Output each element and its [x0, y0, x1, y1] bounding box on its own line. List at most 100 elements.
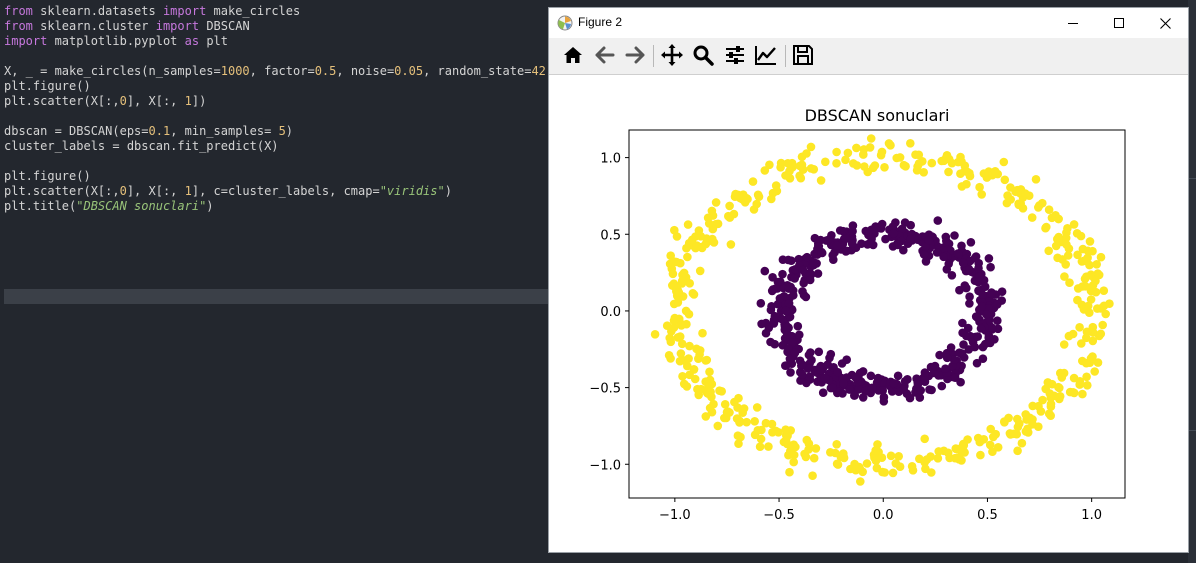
scatter-point	[1013, 422, 1023, 432]
code-line[interactable]: plt.figure()	[4, 79, 549, 94]
scatter-point	[976, 450, 985, 460]
scatter-point	[1017, 438, 1027, 448]
scatter-point	[1013, 446, 1022, 456]
code-token: import	[155, 19, 200, 33]
scatter-point	[696, 384, 706, 394]
code-line[interactable]: from sklearn.cluster import DBSCAN	[4, 19, 549, 34]
scatter-point	[1075, 380, 1084, 389]
minimize-button[interactable]	[1050, 8, 1096, 38]
scatter-point	[1091, 287, 1101, 297]
scatter-point	[958, 318, 967, 328]
scatter-point	[694, 354, 703, 364]
scatter-point	[905, 393, 915, 403]
scatter-point	[1053, 253, 1062, 263]
scatter-point	[845, 385, 854, 394]
scatter-point	[966, 238, 976, 247]
scatter-point	[972, 312, 982, 322]
code-line[interactable]: X, _ = make_circles(n_samples=1000, fact…	[4, 64, 549, 79]
scatter-point	[794, 254, 804, 264]
scatter-point	[833, 460, 843, 469]
scatter-point	[677, 339, 687, 349]
scatter-point	[784, 344, 793, 354]
scatter-point	[814, 347, 824, 357]
scatter-point	[962, 283, 971, 293]
scatter-point	[816, 365, 825, 375]
code-token: 1	[184, 184, 192, 198]
code-line[interactable]: plt.scatter(X[:,0], X[:, 1])	[4, 94, 549, 109]
scatter-point	[939, 252, 948, 262]
code-line[interactable]: import matplotlib.pyplot as plt	[4, 34, 549, 49]
save-button[interactable]	[789, 41, 817, 69]
scatter-point	[669, 316, 679, 325]
scatter-point	[965, 292, 974, 301]
scatter-point	[972, 358, 982, 368]
scatter-point	[724, 211, 733, 221]
scatter-point	[842, 246, 851, 256]
scatter-point	[930, 361, 940, 371]
scatter-point	[740, 198, 750, 207]
window-titlebar[interactable]: Figure 2	[549, 8, 1188, 38]
configure-subplots-button[interactable]	[721, 41, 749, 69]
scatter-point	[1031, 175, 1041, 184]
code-token: plt.figure()	[4, 79, 91, 93]
scatter-point	[841, 234, 851, 243]
toolbar-separator	[653, 45, 654, 67]
code-token: X, _ = make_circles(n_samples=	[4, 64, 221, 78]
scatter-point	[943, 374, 952, 384]
code-line[interactable]: plt.scatter(X[:,0], X[:, 1], c=cluster_l…	[4, 184, 549, 199]
code-line[interactable]	[4, 154, 549, 169]
scatter-point	[798, 265, 808, 275]
code-line[interactable]	[4, 49, 549, 64]
code-line[interactable]: plt.title("DBSCAN sonuclari")	[4, 199, 549, 214]
scatter-point	[805, 372, 814, 381]
zoom-icon	[693, 45, 714, 66]
code-text[interactable]: from sklearn.datasets import make_circle…	[4, 4, 549, 214]
code-line[interactable]: plt.figure()	[4, 169, 549, 184]
scatter-point	[797, 160, 807, 170]
code-token: plt.figure()	[4, 169, 91, 183]
scatter-point	[1099, 286, 1109, 295]
edit-axis-button[interactable]	[752, 41, 780, 69]
back-button[interactable]	[591, 41, 619, 69]
scatter-point	[907, 462, 917, 471]
scatter-point	[987, 289, 996, 299]
scatter-point	[787, 305, 797, 315]
scatter-point	[793, 321, 803, 331]
code-token: from	[4, 4, 33, 18]
scatter-point	[683, 252, 692, 262]
edit-axis-icon	[755, 46, 776, 65]
scatter-point	[730, 397, 739, 407]
code-line[interactable]: cluster_labels = dbscan.fit_predict(X)	[4, 139, 549, 154]
close-icon	[1159, 17, 1171, 29]
scatter-point	[965, 299, 974, 308]
zoom-button[interactable]	[689, 41, 717, 69]
x-tick-label: 0.5	[977, 508, 998, 523]
scatter-point	[776, 163, 785, 172]
forward-button[interactable]	[621, 41, 649, 69]
scatter-point	[760, 166, 770, 175]
code-editor[interactable]: from sklearn.datasets import make_circle…	[0, 0, 549, 563]
x-tick-label: −1.0	[659, 508, 691, 523]
scatter-point	[870, 161, 880, 170]
code-line[interactable]	[4, 109, 549, 124]
scatter-point	[804, 445, 813, 454]
close-button[interactable]	[1142, 8, 1188, 38]
code-token: DBSCAN	[199, 19, 250, 33]
maximize-button[interactable]	[1096, 8, 1142, 38]
figure-window[interactable]: Figure 2	[549, 8, 1188, 552]
scatter-point	[960, 166, 969, 176]
plot-canvas[interactable]: −1.0 −0.5 0.0 0.5 1.0 −1.0 −0.5 0.0 0.5 1.0 DBSCA…	[549, 75, 1188, 552]
code-line[interactable]: dbscan = DBSCAN(eps=0.1, min_samples= 5)	[4, 124, 549, 139]
home-button[interactable]	[559, 41, 587, 69]
pan-button[interactable]	[658, 41, 686, 69]
scatter-point	[959, 340, 968, 349]
scatter-point	[790, 348, 800, 358]
code-line[interactable]: from sklearn.datasets import make_circle…	[4, 4, 549, 19]
scatter-point	[1034, 203, 1043, 212]
scatter-point	[993, 316, 1002, 325]
scatter-point	[832, 147, 841, 157]
scatter-point	[899, 245, 908, 255]
scatter-point	[831, 448, 840, 458]
scatter-point	[767, 194, 776, 204]
scatter-point	[854, 385, 863, 394]
